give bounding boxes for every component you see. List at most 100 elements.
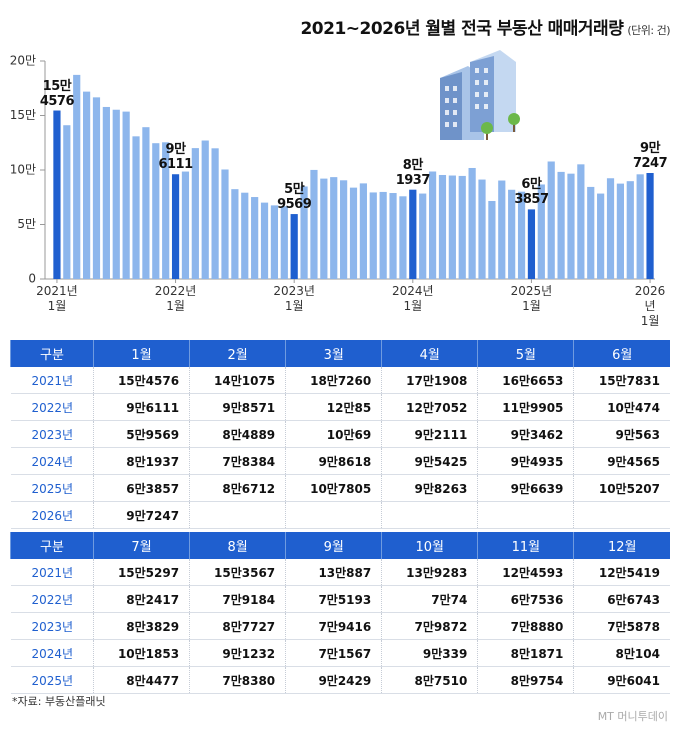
table-cell: 9만3462 bbox=[477, 420, 574, 448]
table-cell: 7만8880 bbox=[477, 612, 574, 640]
table-cell: 8만7510 bbox=[381, 666, 478, 694]
bar bbox=[626, 181, 634, 279]
table-cell: 15만5297 bbox=[92, 559, 190, 586]
bar bbox=[389, 193, 397, 279]
bar bbox=[646, 173, 654, 279]
x-tick-label: 2023년 1월 bbox=[273, 284, 315, 313]
bar bbox=[517, 191, 526, 279]
row-header: 2022년 bbox=[10, 393, 94, 421]
table-cell: 8만2417 bbox=[92, 585, 190, 613]
bar bbox=[142, 127, 150, 279]
table-cell: 7만1567 bbox=[285, 639, 382, 667]
table-cell: 12만4593 bbox=[477, 559, 574, 586]
bar bbox=[211, 148, 219, 279]
table-cell: 7만8380 bbox=[189, 666, 286, 694]
bar bbox=[63, 125, 71, 280]
table-cell: 8만1871 bbox=[477, 639, 574, 667]
row-header: 2022년 bbox=[10, 585, 94, 613]
bar bbox=[171, 174, 180, 279]
bar bbox=[488, 200, 496, 279]
bar bbox=[340, 180, 348, 279]
y-tick-label: 10만 bbox=[10, 163, 36, 177]
table-cell: 6만6743 bbox=[573, 585, 670, 613]
bar bbox=[280, 206, 288, 279]
bar bbox=[359, 183, 367, 279]
chart: 0 5만 10만 15만 20만 bbox=[10, 50, 655, 286]
table-cell: 18만7260 bbox=[285, 367, 382, 394]
table-cell: 17만1908 bbox=[381, 367, 478, 394]
table-cell: 9만8571 bbox=[189, 393, 286, 421]
bar bbox=[597, 193, 605, 279]
column-header: 11월 bbox=[477, 532, 574, 559]
bar bbox=[419, 193, 427, 279]
table-cell: 10만5207 bbox=[573, 474, 670, 502]
table-cell: 8만6712 bbox=[189, 474, 286, 502]
bar bbox=[557, 171, 565, 279]
bar bbox=[270, 205, 279, 279]
table-cell: 9만1232 bbox=[189, 639, 286, 667]
table-cell: 9만4935 bbox=[477, 447, 574, 475]
data-table: 구분 7월 8월 9월 10월 11월 12월 2021년 15만5297 15만3567 13만8… bbox=[10, 532, 670, 694]
bar bbox=[181, 171, 190, 279]
bar bbox=[616, 183, 625, 279]
table-cell: 9만6111 bbox=[92, 393, 190, 421]
table-cell: 15만4576 bbox=[92, 367, 190, 394]
table-cell: 8만7727 bbox=[189, 612, 286, 640]
table-cell bbox=[573, 501, 670, 529]
table-cell bbox=[189, 501, 286, 529]
column-header: 4월 bbox=[381, 340, 478, 367]
table-cell: 9만6041 bbox=[573, 666, 670, 694]
bar bbox=[191, 148, 199, 279]
table-cell: 9만7247 bbox=[92, 501, 190, 529]
table-cell: 14만1075 bbox=[189, 367, 286, 394]
y-tick-label: 5만 bbox=[17, 217, 36, 231]
table-cell: 9만2111 bbox=[381, 420, 478, 448]
bar bbox=[458, 175, 466, 279]
bar bbox=[448, 175, 456, 279]
bar bbox=[92, 97, 101, 279]
bar bbox=[547, 161, 555, 279]
row-header: 2023년 bbox=[10, 420, 94, 448]
bar bbox=[82, 91, 91, 280]
table-cell: 7만5193 bbox=[285, 585, 382, 613]
table-cell: 7만9416 bbox=[285, 612, 382, 640]
y-tick-label: 15만 bbox=[10, 108, 36, 122]
table-cell: 15만3567 bbox=[189, 559, 286, 586]
bar bbox=[300, 186, 308, 279]
table-cell: 8만104 bbox=[573, 639, 670, 667]
bar bbox=[251, 197, 259, 279]
x-tick-label: 2022년 1월 bbox=[154, 284, 197, 313]
table-cell: 7만5878 bbox=[573, 612, 670, 640]
table-cell bbox=[477, 501, 574, 529]
x-tick-label: 2025년 1월 bbox=[510, 284, 553, 313]
table-cell: 10만69 bbox=[285, 420, 382, 448]
bar bbox=[409, 189, 417, 279]
table-cell bbox=[381, 501, 478, 529]
table-cell: 6만7536 bbox=[477, 585, 574, 613]
table-cell: 8만4477 bbox=[92, 666, 190, 694]
table-cell: 16만6653 bbox=[477, 367, 574, 394]
bar bbox=[241, 192, 249, 279]
bar bbox=[260, 202, 269, 279]
bar bbox=[310, 169, 318, 279]
column-header: 8월 bbox=[189, 532, 286, 559]
bar bbox=[478, 179, 486, 279]
y-tick-label: 20만 bbox=[10, 54, 36, 68]
x-tick-label: 2026년 1월 bbox=[634, 284, 666, 328]
table-cell: 8만9754 bbox=[477, 666, 574, 694]
bar bbox=[162, 142, 170, 279]
table-cell: 8만3829 bbox=[92, 612, 190, 640]
table-cell: 13만9283 bbox=[381, 559, 478, 586]
bar bbox=[132, 136, 140, 279]
row-header: 2025년 bbox=[10, 474, 94, 502]
x-tick-label: 2021년 1월 bbox=[36, 284, 78, 313]
row-header: 2021년 bbox=[10, 559, 94, 586]
bar bbox=[587, 186, 595, 279]
column-header: 구분 bbox=[10, 340, 94, 367]
bar bbox=[438, 174, 447, 279]
table-cell: 10만474 bbox=[573, 393, 670, 421]
source-note: *자료: 부동산플래닛 bbox=[12, 695, 106, 708]
bar bbox=[606, 178, 615, 279]
bar bbox=[399, 196, 407, 279]
